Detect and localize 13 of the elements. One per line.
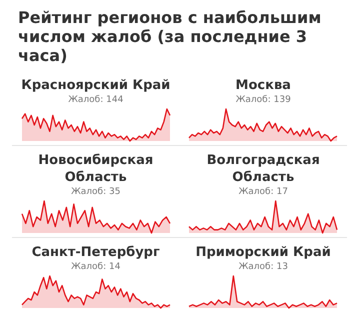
chart-title: Москва xyxy=(234,77,292,94)
chart-subtitle: Жалоб: 13 xyxy=(238,262,289,272)
chart-title: Волгоградская Область xyxy=(206,152,321,186)
chart-title: Красноярский Край xyxy=(20,77,172,94)
chart-title: Санкт-Петербург xyxy=(30,244,161,261)
text: Рейтинг регионов с наибольшим числом жалоб (за последние 3 часа) xyxy=(17,7,322,67)
chart-subtitle: Жалоб: 144 xyxy=(67,95,124,105)
chart-subtitle: Жалоб: 17 xyxy=(238,187,289,197)
chart-subtitle: Жалоб: 139 xyxy=(234,95,292,105)
chart-title: Новосибирская Область xyxy=(37,152,154,186)
chart-title: Приморский Край xyxy=(194,244,332,261)
chart-subtitle: Жалоб: 35 xyxy=(70,187,122,197)
chart-subtitle: Жалоб: 14 xyxy=(70,262,122,272)
